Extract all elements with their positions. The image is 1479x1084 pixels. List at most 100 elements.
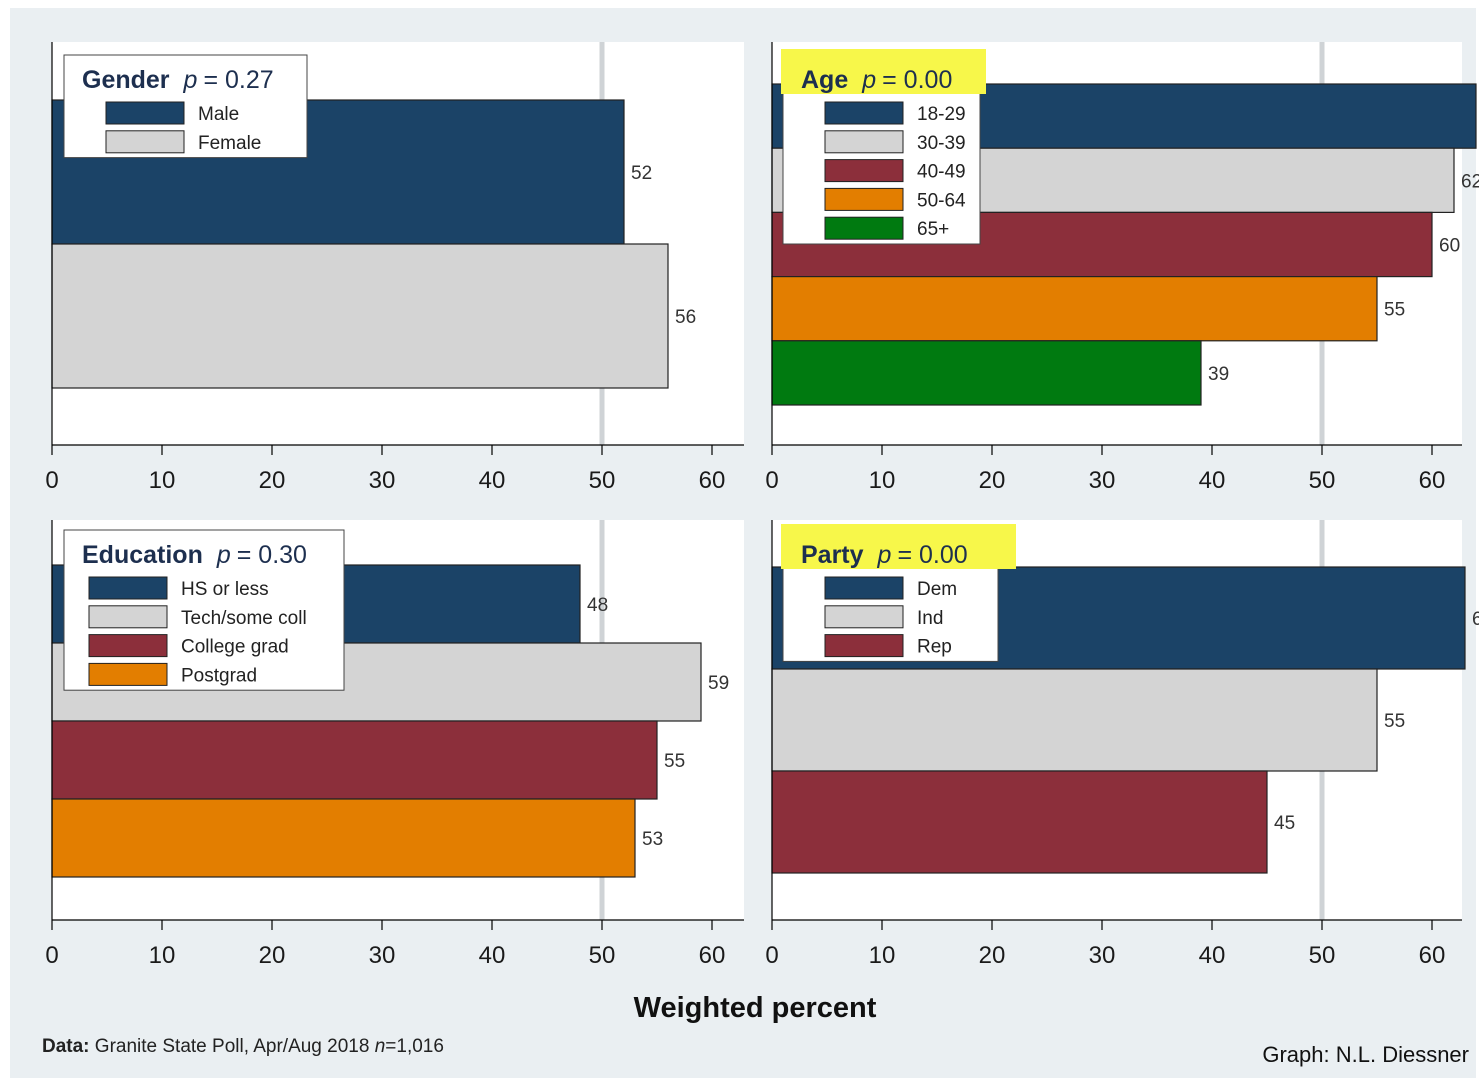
legend-title-text: Gender: [82, 66, 170, 94]
legend-swatch: [824, 216, 904, 240]
x-tick-label: 10: [869, 942, 896, 969]
bar-value-label: 39: [1208, 364, 1229, 385]
bar-value-label: 55: [664, 751, 685, 772]
x-tick-label: 0: [45, 942, 58, 969]
x-tick-label: 50: [1309, 942, 1336, 969]
x-axis-title: Weighted percent: [634, 992, 877, 1024]
legend-title-highlight: [781, 49, 986, 94]
legend-box: [63, 54, 308, 159]
legend-label: Male: [198, 104, 239, 125]
bar-value-label: 60: [1439, 236, 1460, 257]
x-tick-label: 20: [259, 942, 286, 969]
x-tick-label: 30: [369, 467, 396, 494]
bar-value-label: 63: [1472, 609, 1479, 630]
x-tick-label: 40: [1199, 942, 1226, 969]
legend-swatch: [88, 605, 168, 629]
legend-label: 65+: [917, 219, 949, 240]
x-tick-label: 60: [1419, 467, 1446, 494]
legend-swatch: [88, 576, 168, 600]
bar-value-label: 55: [1384, 711, 1405, 732]
legend-title-highlight: [781, 524, 1016, 569]
legend-swatch: [824, 634, 904, 658]
graph-credit: Graph: N.L. Diessner: [1262, 1042, 1469, 1067]
x-tick-label: 20: [259, 467, 286, 494]
legend-title: Gender p = 0.27: [82, 66, 274, 94]
x-tick-label: 60: [1419, 942, 1446, 969]
bar-value-label: 62: [1461, 171, 1479, 192]
legend-label: College grad: [181, 637, 289, 658]
chart-panel-age: 64626055390102030405060Agep= 0.0018-2930…: [765, 42, 1479, 494]
legend-title-text: Education: [82, 541, 203, 569]
legend-swatch: [824, 130, 904, 154]
bar-value-label: 53: [642, 829, 663, 850]
legend-title-text: Party: [801, 541, 864, 569]
x-tick-label: 50: [589, 467, 616, 494]
bar: [51, 798, 636, 878]
x-tick-label: 0: [765, 942, 778, 969]
legend-swatch: [824, 159, 904, 183]
x-tick-label: 50: [589, 942, 616, 969]
chart-panel-education: 48 59 55 53 0 10 20 30 40 50 60 Education p = 0.30 HS …: [45, 520, 744, 969]
legend-label: 30-39: [917, 133, 966, 154]
legend-title: Age p = 0.00: [801, 66, 952, 94]
x-tick-label: 20: [979, 942, 1006, 969]
legend-p-value: = 0.00: [897, 541, 967, 569]
legend-title: Education p = 0.30: [82, 541, 307, 569]
legend-label: Rep: [917, 637, 952, 658]
bar-value-label: 56: [675, 307, 696, 328]
chart-panel-gender: 52 56 0 10 20 30 40 50 60 Gender p = 0.27 Male Female: [45, 42, 744, 494]
x-tick-label: 30: [369, 942, 396, 969]
legend-swatch: [824, 605, 904, 629]
legend-label: 50-64: [917, 190, 966, 211]
x-tick-label: 10: [149, 942, 176, 969]
x-tick-label: 50: [1309, 467, 1336, 494]
bar-value-label: 52: [631, 163, 652, 184]
source-text: Granite State Poll, Apr/Aug 2018: [94, 1036, 370, 1057]
source-note: Data: Granite State Poll, Apr/Aug 2018 n…: [42, 1036, 444, 1058]
x-tick-label: 0: [45, 467, 58, 494]
legend-label: HS or less: [181, 579, 269, 600]
legend-label: Dem: [917, 579, 957, 600]
legend-label: Female: [198, 133, 261, 154]
legend-swatch: [824, 187, 904, 211]
legend-p-value: = 0.00: [882, 66, 952, 94]
source-n-value: =1,016: [385, 1036, 444, 1057]
x-tick-label: 0: [765, 467, 778, 494]
legend-p-value: = 0.30: [237, 541, 307, 569]
legend-title: Party p = 0.00: [801, 541, 968, 569]
legend-p-label: p: [877, 541, 892, 569]
bar-value-label: 55: [1384, 300, 1405, 321]
bar: [51, 243, 669, 389]
legend-swatch: [105, 130, 185, 154]
legend-swatch: [824, 101, 904, 125]
x-tick-label: 40: [1199, 467, 1226, 494]
legend-p-label: p: [183, 66, 198, 94]
legend-label: Ind: [917, 608, 943, 629]
x-tick-label: 10: [869, 467, 896, 494]
x-tick-label: 30: [1089, 942, 1116, 969]
bar: [771, 276, 1378, 342]
x-tick-label: 10: [149, 467, 176, 494]
legend-swatch: [88, 662, 168, 686]
legend-label: 18-29: [917, 104, 966, 125]
legend-label: Tech/some coll: [181, 608, 307, 629]
bar: [771, 668, 1378, 772]
x-tick-label: 40: [479, 942, 506, 969]
bar: [771, 770, 1268, 874]
bar-value-label: 59: [708, 673, 729, 694]
x-tick-label: 40: [479, 467, 506, 494]
bar-value-label: 48: [587, 595, 608, 616]
legend-title-text: Age: [801, 66, 848, 94]
legend-swatch: [88, 634, 168, 658]
legend-p-value: = 0.27: [203, 66, 273, 94]
legend-p-label: p: [216, 541, 231, 569]
legend-p-label: p: [861, 66, 876, 94]
x-tick-label: 20: [979, 467, 1006, 494]
x-tick-label: 30: [1089, 467, 1116, 494]
legend-swatch: [824, 576, 904, 600]
bar-value-label: 45: [1274, 813, 1295, 834]
legend-label: Postgrad: [181, 665, 257, 686]
legend-label: 40-49: [917, 162, 966, 183]
